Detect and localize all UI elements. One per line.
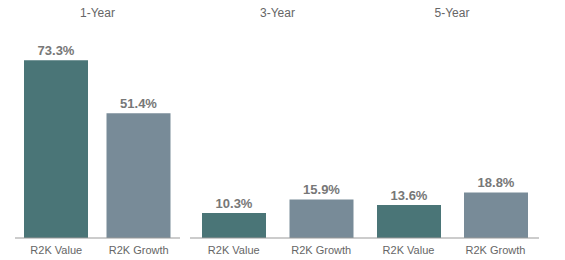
svg-text:R2K Growth: R2K Growth [109,244,169,256]
svg-text:13.6%: 13.6% [391,188,428,203]
svg-text:R2K Value: R2K Value [208,244,260,256]
html-text:5-Year: 5-Year [434,6,470,20]
html-text:1-Year: 1-Year [80,6,115,20]
svg-text:73.3%: 73.3% [38,43,75,58]
svg-text:R2K Growth: R2K Growth [291,244,351,256]
svg-text:R2K Growth: R2K Growth [466,244,526,256]
svg-text:18.8%: 18.8% [478,175,515,190]
svg-text:10.3%: 10.3% [216,196,253,211]
svg-text:51.4%: 51.4% [120,96,157,111]
html-text:3-Year: 3-Year [260,6,295,20]
svg-text:15.9%: 15.9% [303,182,340,197]
svg-text:R2K Value: R2K Value [383,244,435,256]
svg-text:R2K Value: R2K Value [30,244,82,256]
